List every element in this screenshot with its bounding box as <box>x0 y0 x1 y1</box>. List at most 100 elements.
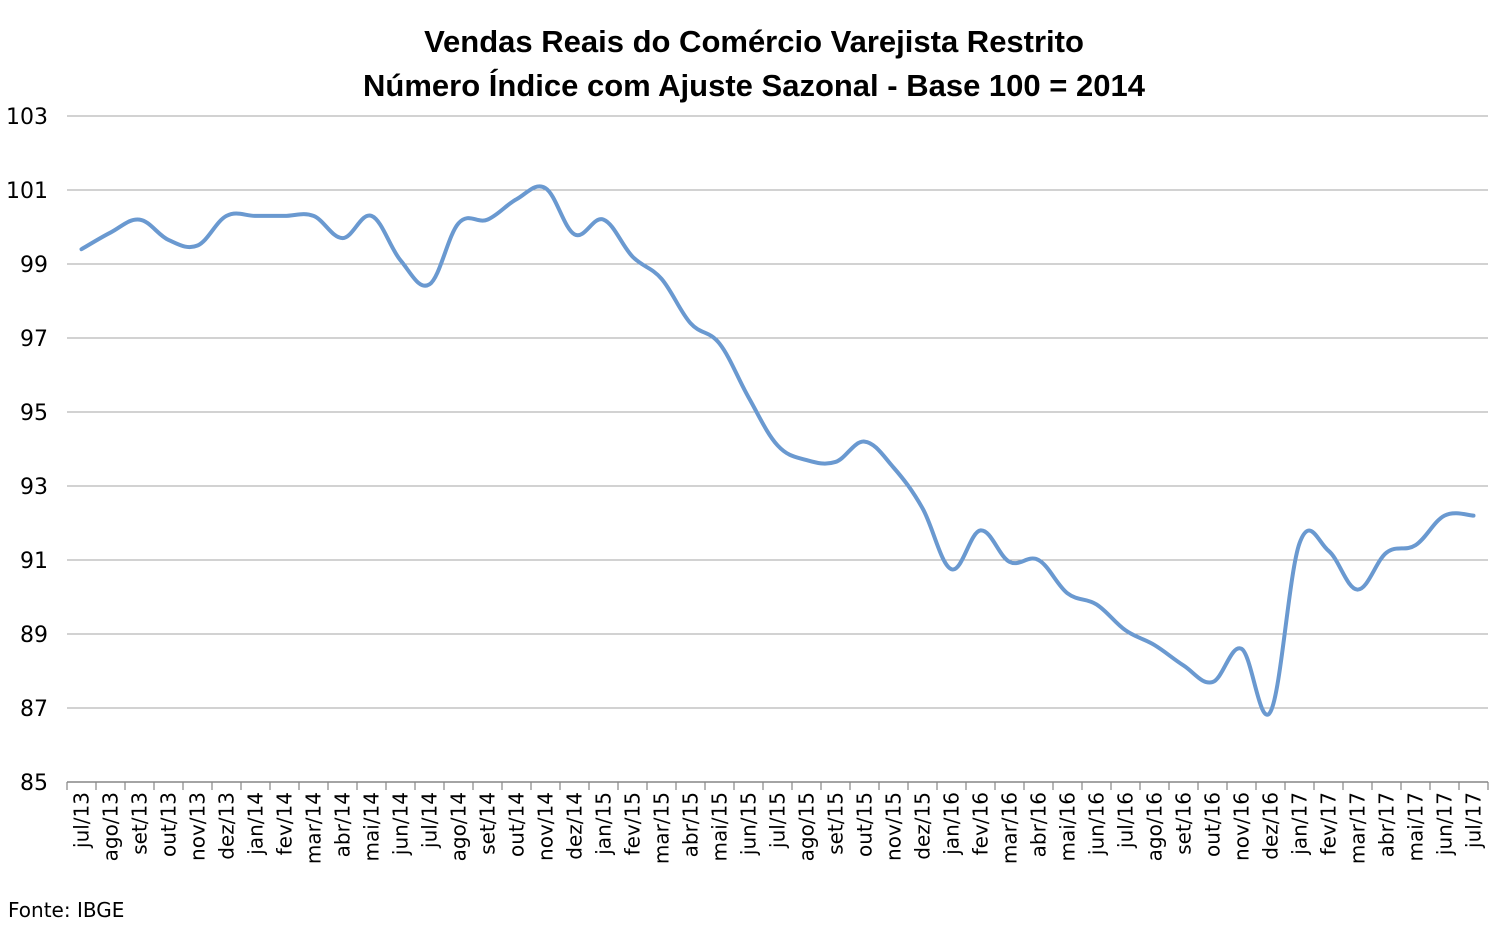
data-point <box>1443 514 1447 518</box>
data-point <box>109 231 113 235</box>
y-tick-label: 89 <box>20 623 48 648</box>
data-point <box>1153 643 1157 647</box>
data-point <box>341 236 345 240</box>
x-tick-label: abr/17 <box>1375 792 1399 857</box>
data-point <box>283 214 287 218</box>
y-tick-label: 99 <box>20 253 48 278</box>
data-point <box>950 567 954 571</box>
data-point <box>1037 558 1041 562</box>
series-lines <box>79 184 1476 717</box>
data-point <box>718 342 722 346</box>
x-tick-label: set/16 <box>1172 792 1196 855</box>
data-point <box>80 247 84 251</box>
data-point <box>776 443 780 447</box>
x-tick-label: jul/13 <box>70 792 94 849</box>
data-point <box>1298 541 1302 545</box>
x-tick-label: mar/15 <box>650 792 674 864</box>
x-tick-label: out/14 <box>505 792 529 857</box>
x-tick-label: abr/16 <box>1027 792 1051 857</box>
x-tick-label: jan/16 <box>940 792 964 856</box>
y-tick-label: 91 <box>20 549 48 574</box>
x-tick-label: ago/14 <box>447 792 471 861</box>
data-point <box>805 458 809 462</box>
x-tick-label: ago/15 <box>795 792 819 861</box>
x-tick-label: abr/14 <box>331 792 355 857</box>
x-tick-label: dez/16 <box>1259 792 1283 860</box>
y-tick-label: 97 <box>20 327 48 352</box>
x-tick-label: mai/17 <box>1404 792 1428 861</box>
data-point <box>979 528 983 532</box>
data-point <box>892 466 896 470</box>
x-tick-label: dez/15 <box>911 792 935 860</box>
x-tick-label: jun/17 <box>1433 792 1457 856</box>
data-point <box>1182 663 1186 667</box>
chart-subtitle: Número Índice com Ajuste Sazonal - Base … <box>363 68 1145 103</box>
data-point <box>1472 514 1476 518</box>
y-tick-label: 103 <box>6 105 48 130</box>
data-point <box>457 221 461 225</box>
gridlines <box>67 115 1488 709</box>
x-tick-label: abr/15 <box>679 792 703 857</box>
y-tick-label: 101 <box>6 179 48 204</box>
x-tick-label: ago/13 <box>99 792 123 861</box>
data-point <box>544 186 548 190</box>
x-tick-label: jul/16 <box>1114 792 1138 849</box>
data-point <box>1240 647 1244 651</box>
data-point <box>486 218 490 222</box>
x-tick-label: jan/17 <box>1288 792 1312 856</box>
x-tick-label: mar/17 <box>1346 792 1370 864</box>
y-tick-label: 87 <box>20 697 48 722</box>
data-point <box>1211 680 1215 684</box>
y-tick-label: 95 <box>20 401 48 426</box>
data-point <box>1066 591 1070 595</box>
chart-title: Vendas Reais do Comércio Varejista Restr… <box>424 24 1084 59</box>
data-point <box>196 244 200 248</box>
x-tick-label: fev/14 <box>273 792 297 855</box>
x-tick-label: set/13 <box>128 792 152 855</box>
x-tick-label: jan/14 <box>244 792 268 856</box>
data-point <box>689 321 693 325</box>
data-point <box>573 232 577 236</box>
data-point <box>921 506 925 510</box>
x-tick-label: dez/13 <box>215 792 239 860</box>
data-point <box>602 218 606 222</box>
data-point <box>1356 588 1360 592</box>
data-point <box>515 197 519 201</box>
x-tick-label: nov/15 <box>882 792 906 861</box>
source-note: Fonte: IBGE <box>8 898 125 922</box>
data-point <box>747 395 751 399</box>
data-point <box>254 214 258 218</box>
x-tick-label: set/15 <box>824 792 848 855</box>
data-point <box>225 214 229 218</box>
data-point <box>1095 602 1099 606</box>
y-tick-label: 85 <box>20 771 48 796</box>
x-tick-label: ago/16 <box>1143 792 1167 861</box>
x-tick-label: fev/16 <box>969 792 993 855</box>
x-tick-label: jun/15 <box>737 792 761 856</box>
x-tick-label: jul/14 <box>418 792 442 849</box>
y-tick-label: 93 <box>20 475 48 500</box>
data-point <box>834 460 838 464</box>
x-tick-label: dez/14 <box>563 792 587 860</box>
data-point <box>1124 628 1128 632</box>
x-axis <box>66 781 1489 790</box>
series-line-0 <box>79 184 1476 717</box>
data-point <box>631 255 635 259</box>
x-tick-label: jun/14 <box>389 792 413 856</box>
data-point <box>863 440 867 444</box>
x-tick-label: mar/14 <box>302 792 326 864</box>
data-point <box>167 238 171 242</box>
x-tick-label: nov/14 <box>534 792 558 861</box>
data-point <box>1414 543 1418 547</box>
data-point <box>428 282 432 286</box>
x-tick-label: fev/17 <box>1317 792 1341 855</box>
x-tick-label: out/15 <box>853 792 877 857</box>
data-point <box>1269 710 1273 714</box>
x-tick-label: nov/13 <box>186 792 210 861</box>
x-tick-label: fev/15 <box>621 792 645 855</box>
x-tick-label: nov/16 <box>1230 792 1254 861</box>
x-tick-label: jan/15 <box>592 792 616 856</box>
data-point <box>370 214 374 218</box>
data-point <box>399 258 403 262</box>
chart-title-block: Vendas Reais do Comércio Varejista Restr… <box>0 20 1500 108</box>
